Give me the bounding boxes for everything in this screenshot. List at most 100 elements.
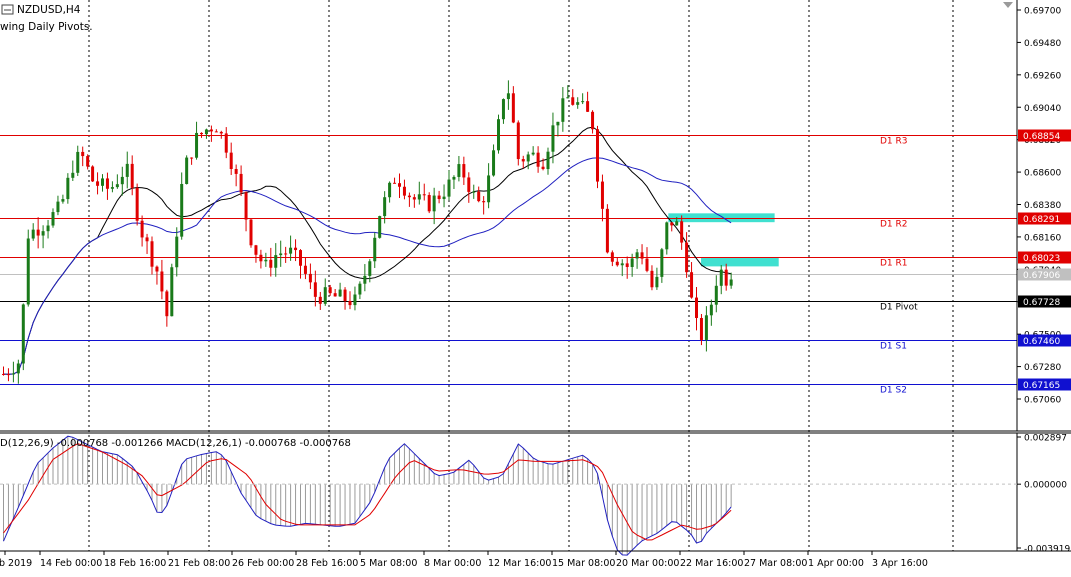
- candle-body: [214, 131, 218, 133]
- candle-body: [719, 269, 723, 286]
- candle-body: [244, 192, 248, 220]
- candle-body: [209, 129, 213, 132]
- candle-body: [452, 176, 456, 180]
- time-tick-label: b 2019: [0, 558, 32, 569]
- candle-body: [650, 270, 654, 288]
- price-tick-label: 0.67060: [1024, 396, 1061, 406]
- candle-body: [56, 201, 60, 213]
- price-tick-label: 0.68600: [1024, 169, 1061, 179]
- candle-body: [501, 99, 505, 120]
- candle-body: [264, 259, 268, 262]
- candle-body: [6, 374, 10, 376]
- candle-body: [115, 184, 119, 188]
- candle-body: [224, 133, 228, 153]
- candle-body: [165, 291, 169, 317]
- candle-body: [234, 168, 238, 174]
- macd-signal-line: [3, 443, 732, 541]
- candle-body: [180, 183, 184, 237]
- pivot-zones: [668, 213, 779, 267]
- pivot-price-tag: [1018, 295, 1071, 308]
- candle-body: [551, 125, 555, 152]
- resistance-zone: [701, 257, 779, 267]
- moving-averages: [3, 126, 732, 375]
- candle-body: [729, 279, 733, 286]
- candle-body: [546, 151, 550, 170]
- price-tick-label: 0.69480: [1024, 39, 1061, 49]
- pivot-price-tag: [1018, 334, 1071, 347]
- candle-body: [36, 229, 40, 236]
- candle-body: [219, 131, 223, 134]
- candle-body: [313, 282, 317, 297]
- price-tick-label: 0.69260: [1024, 71, 1061, 81]
- time-tick-label: 15 Mar 08:00: [552, 558, 615, 569]
- time-tick-label: 27 Mar 08:00: [744, 558, 807, 569]
- pivot-price-labels: 0.68854 0.68291 0.68023 0.67728 0.67460 0.671…: [1018, 129, 1071, 391]
- candle-body: [61, 199, 65, 202]
- candle-body: [378, 216, 382, 238]
- candle-body: [81, 151, 85, 157]
- candle-body: [521, 159, 525, 162]
- candle-body: [407, 195, 411, 198]
- time-tick-label: 3 Apr 16:00: [872, 558, 928, 569]
- candle-body: [625, 263, 629, 267]
- candle-body: [254, 245, 258, 255]
- pivot-level-name: D1 R2: [880, 220, 908, 230]
- candle-body: [576, 102, 580, 105]
- candle-body: [229, 152, 233, 169]
- candle-body: [135, 187, 139, 221]
- moving-average-fast: [3, 126, 732, 375]
- candle-body: [289, 247, 293, 254]
- candle-body: [714, 285, 718, 305]
- candle-body: [110, 187, 114, 189]
- candle-body: [160, 271, 164, 292]
- candle-body: [526, 154, 530, 162]
- candle-body: [51, 212, 55, 226]
- pivot-price-tag: [1018, 212, 1071, 225]
- candle-body: [566, 97, 570, 99]
- candle-body: [492, 150, 496, 176]
- pivot-level-name: D1 Pivot: [880, 303, 918, 313]
- time-tick-label: 20 Mar 00:00: [616, 558, 679, 569]
- candle-body: [388, 182, 392, 198]
- current-price-label: 0.67906: [1023, 271, 1060, 281]
- candle-body: [709, 304, 713, 316]
- candle-body: [284, 253, 288, 255]
- candle-body: [412, 197, 416, 200]
- candle-body: [487, 175, 491, 203]
- price-tick-label: 0.68380: [1024, 201, 1061, 211]
- price-tick-label: 0.68160: [1024, 233, 1061, 243]
- candle-body: [695, 297, 698, 318]
- pivot-level-name: D1 S1: [880, 342, 907, 352]
- time-tick-label: 18 Feb 16:00: [104, 558, 166, 569]
- candle-body: [640, 252, 644, 259]
- indicator-name: wing Daily Pivots.: [0, 21, 93, 33]
- candle-body: [620, 263, 624, 266]
- candle-body: [724, 269, 728, 286]
- candle-body: [586, 101, 590, 112]
- candle-body: [422, 194, 426, 196]
- price-tick-label: 0.69040: [1024, 104, 1061, 114]
- pivot-price-tag: [1018, 378, 1071, 391]
- candle-body: [383, 197, 387, 217]
- candle-body: [630, 258, 634, 267]
- candle-body: [581, 101, 585, 103]
- candle-body: [506, 93, 510, 100]
- candle-body: [645, 258, 649, 271]
- resistance-zone: [668, 213, 775, 223]
- pivot-price-label: 0.68023: [1023, 254, 1060, 264]
- candle-body: [190, 157, 194, 159]
- pivot-price-label: 0.67165: [1023, 381, 1060, 391]
- candle-body: [556, 121, 560, 126]
- candle-body: [497, 119, 500, 151]
- candle-body: [333, 293, 337, 297]
- time-axis: b 2019 14 Feb 00:00 18 Feb 16:00 21 Feb 08:…: [0, 551, 928, 569]
- chart-shift-marker-icon[interactable]: [1003, 2, 1013, 8]
- candle-body: [447, 179, 451, 197]
- candle-body: [670, 222, 674, 226]
- candle-body: [561, 98, 565, 122]
- candle-body: [398, 183, 401, 187]
- macd-axis: 0.002897 0.000000 -0.003919: [0, 434, 1070, 555]
- candle-body: [417, 194, 421, 200]
